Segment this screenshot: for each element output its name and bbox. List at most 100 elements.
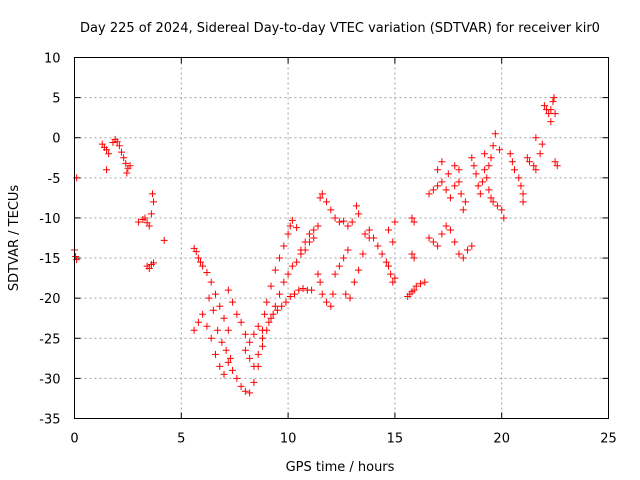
data-point	[246, 389, 254, 397]
data-point	[389, 278, 397, 286]
x-tick-label: 20	[493, 432, 510, 447]
data-point	[408, 250, 416, 258]
data-point	[515, 174, 523, 182]
data-point	[485, 186, 493, 194]
data-point	[331, 214, 339, 222]
data-point	[237, 318, 245, 326]
data-point	[265, 318, 273, 326]
data-point	[389, 238, 397, 246]
data-point	[498, 206, 506, 214]
data-point	[280, 278, 288, 286]
data-point	[229, 366, 237, 374]
data-point	[209, 306, 217, 314]
data-point	[126, 162, 134, 170]
data-point	[408, 214, 416, 222]
data-point	[335, 218, 343, 226]
data-point	[508, 158, 516, 166]
data-point	[241, 330, 249, 338]
data-point	[318, 290, 326, 298]
x-axis-label: GPS time / hours	[286, 460, 395, 475]
y-axis-label: SDTVAR / TECUs	[7, 185, 22, 292]
data-point	[387, 270, 395, 278]
data-point	[461, 198, 469, 206]
y-tick-label: -15	[39, 252, 60, 267]
data-point	[523, 154, 531, 162]
data-point	[464, 246, 472, 254]
data-point	[222, 346, 230, 354]
data-point	[457, 190, 465, 198]
data-point	[323, 298, 331, 306]
data-point	[123, 169, 131, 177]
data-point	[72, 252, 80, 260]
data-point	[197, 258, 205, 266]
data-point	[220, 370, 228, 378]
data-point	[374, 242, 382, 250]
data-point	[288, 216, 296, 224]
data-point	[361, 230, 369, 238]
data-point	[150, 198, 158, 206]
data-point	[135, 218, 143, 226]
data-point	[340, 217, 348, 225]
axis-ticks	[74, 57, 609, 419]
data-point	[487, 194, 495, 202]
grid-lines	[74, 57, 609, 419]
data-point	[410, 218, 418, 226]
data-point	[278, 302, 286, 310]
data-point	[455, 250, 463, 258]
data-point	[346, 294, 354, 302]
data-point	[517, 182, 525, 190]
x-tick-label: 25	[600, 432, 617, 447]
x-tick-label: 5	[177, 432, 185, 447]
data-point	[391, 218, 399, 226]
data-point	[301, 238, 309, 246]
data-point	[203, 268, 211, 276]
data-point	[254, 350, 262, 358]
data-point	[117, 148, 125, 156]
data-point	[318, 190, 326, 198]
data-point	[273, 306, 281, 314]
data-point	[250, 330, 258, 338]
data-point	[438, 230, 446, 238]
data-point	[446, 194, 454, 202]
data-point	[276, 254, 284, 262]
data-point	[532, 166, 540, 174]
y-tick-label: -35	[39, 413, 60, 428]
data-point	[421, 278, 429, 286]
data-point	[148, 190, 156, 198]
data-point	[532, 134, 540, 142]
data-point	[267, 314, 275, 322]
data-point	[485, 162, 493, 170]
data-point	[511, 166, 519, 174]
data-points	[71, 94, 561, 397]
data-point	[359, 250, 367, 258]
data-point	[224, 358, 232, 366]
data-point	[384, 262, 392, 270]
data-point	[344, 246, 352, 254]
data-point	[550, 94, 558, 102]
data-point	[192, 248, 200, 256]
y-tick-label: -20	[39, 292, 60, 307]
data-point	[519, 198, 527, 206]
data-point	[340, 254, 348, 262]
data-point	[442, 186, 450, 194]
data-point	[547, 106, 555, 114]
data-point	[384, 226, 392, 234]
data-point	[103, 146, 111, 154]
data-point	[553, 162, 561, 170]
data-point	[218, 338, 226, 346]
data-point	[237, 382, 245, 390]
data-point	[350, 278, 358, 286]
data-point	[211, 290, 219, 298]
data-point	[122, 159, 130, 167]
data-point	[549, 98, 557, 106]
data-point	[105, 150, 113, 158]
x-tick-label: 0	[70, 432, 78, 447]
data-point	[438, 158, 446, 166]
data-point	[113, 138, 121, 146]
data-point	[150, 259, 158, 267]
x-tick-labels: 0 5 10 15 20 25	[70, 432, 616, 447]
data-point	[224, 286, 232, 294]
data-point	[291, 290, 299, 298]
data-point	[525, 158, 533, 166]
data-point	[451, 162, 459, 170]
